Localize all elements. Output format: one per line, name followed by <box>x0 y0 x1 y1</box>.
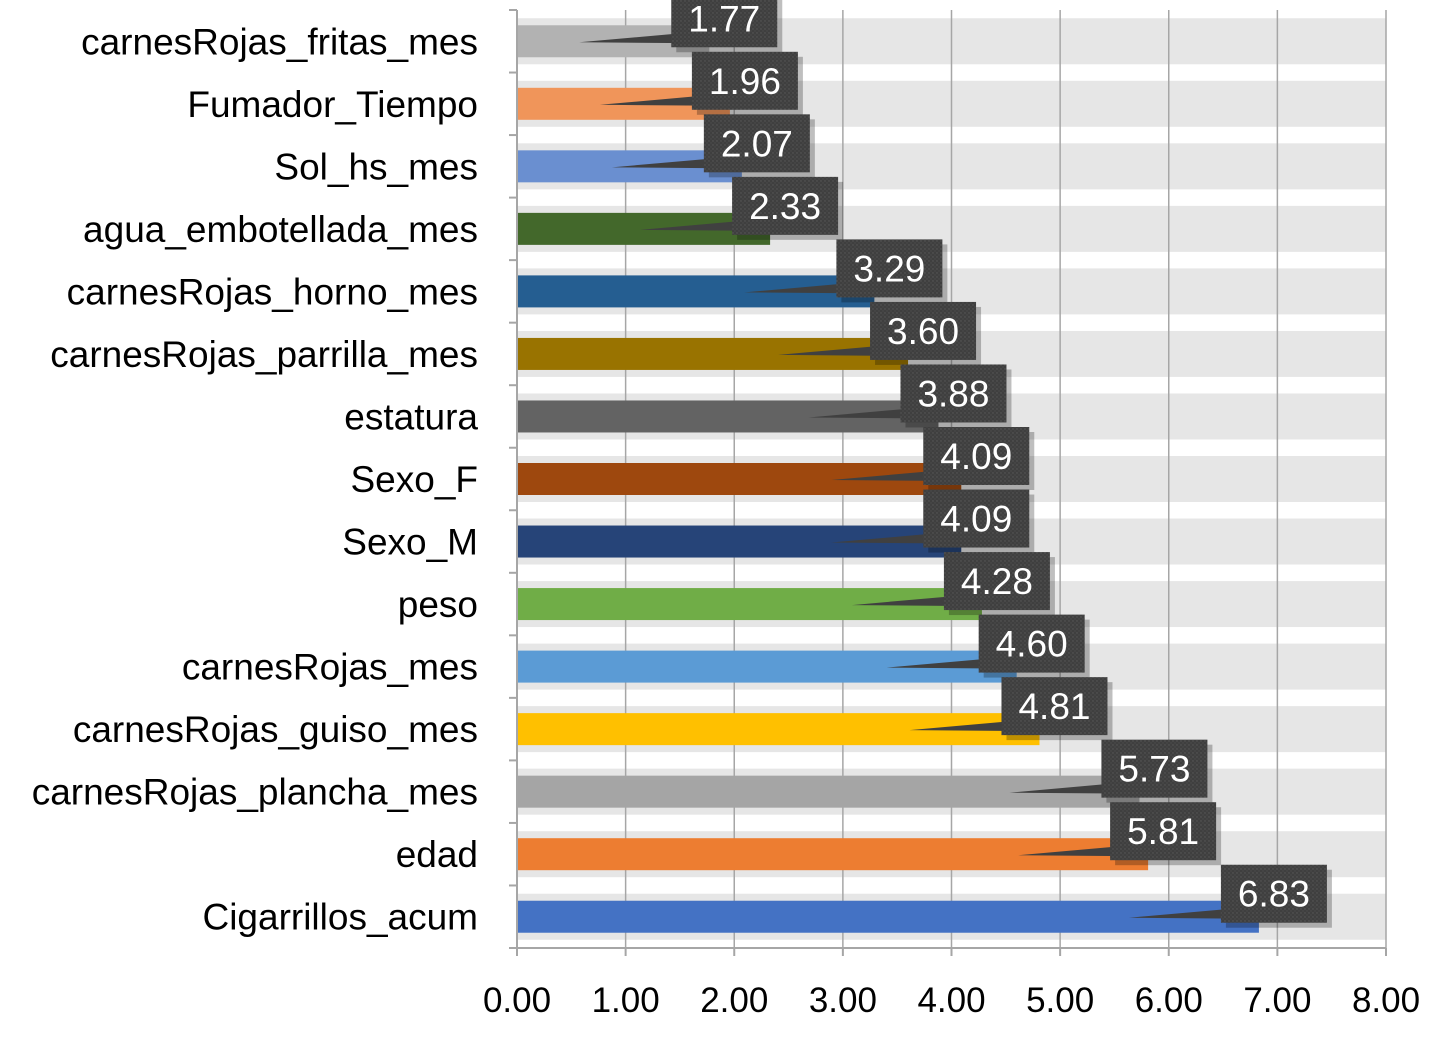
data-label: 5.81 <box>1018 802 1222 866</box>
category-label: carnesRojas_plancha_mes <box>32 772 478 813</box>
category-label: Fumador_Tiempo <box>187 84 478 125</box>
data-label-text: 2.07 <box>721 123 793 164</box>
category-label: carnesRojas_fritas_mes <box>81 21 478 62</box>
category-labels: carnesRojas_fritas_mes Fumador_Tiempo Sol_… <box>32 21 479 937</box>
data-label-pointer <box>831 533 954 544</box>
data-label-text: 3.29 <box>853 248 925 289</box>
data-label-text: 5.81 <box>1127 811 1199 852</box>
category-label: peso <box>398 584 478 625</box>
data-label-box <box>691 51 798 110</box>
category-label: Sol_hs_mes <box>274 146 478 187</box>
data-label-box <box>732 176 839 235</box>
data-label-text: 4.09 <box>940 436 1012 477</box>
x-tick-label: 4.00 <box>917 981 985 1020</box>
data-label-box <box>1001 677 1108 736</box>
data-label-text: 1.77 <box>688 0 760 39</box>
category-label: agua_embotellada_mes <box>83 209 478 250</box>
data-label: 3.88 <box>808 364 1012 428</box>
data-label-text: 3.88 <box>917 373 989 414</box>
data-label-pointer <box>579 33 702 44</box>
data-label-box <box>900 364 1007 423</box>
data-label-text: 5.73 <box>1118 749 1190 790</box>
data-label: 2.33 <box>640 176 844 240</box>
data-label-box <box>1101 739 1208 798</box>
category-label: estatura <box>344 396 478 437</box>
x-tick-label: 1.00 <box>592 981 660 1020</box>
category-label: Sexo_F <box>350 459 478 500</box>
category-label: carnesRojas_parrilla_mes <box>50 334 478 375</box>
data-label: 6.83 <box>1128 864 1332 928</box>
data-label-box <box>923 427 1030 485</box>
bar <box>518 900 1259 933</box>
x-tick-label: 5.00 <box>1026 981 1094 1020</box>
x-tick-label: 6.00 <box>1135 981 1203 1020</box>
data-label: 4.60 <box>886 614 1090 678</box>
data-label: 5.73 <box>1009 739 1213 803</box>
data-label: 1.96 <box>599 51 803 115</box>
data-label-pointer <box>1128 908 1251 919</box>
data-label-pointer <box>851 596 974 607</box>
x-tick-labels: 0.00 1.00 2.00 3.00 4.00 5.00 6.00 7.00 8.00 <box>483 981 1420 1020</box>
data-label-text: 4.28 <box>961 561 1033 602</box>
category-label: Sexo_M <box>342 522 478 563</box>
category-label: carnesRojas_mes <box>182 647 478 688</box>
data-label: 4.81 <box>909 677 1113 741</box>
category-label: carnesRojas_horno_mes <box>67 271 478 312</box>
data-label-pointer <box>640 220 763 231</box>
data-label-pointer <box>909 721 1032 732</box>
data-label-pointer <box>744 283 867 294</box>
data-label-box <box>870 301 977 360</box>
data-label-pointer <box>599 95 722 106</box>
bars <box>518 25 1259 933</box>
data-label-pointer <box>808 408 931 419</box>
x-tick-label: 3.00 <box>809 981 877 1020</box>
data-label-text: 4.09 <box>940 499 1012 540</box>
data-label-box <box>671 0 778 48</box>
data-label-box <box>923 489 1030 548</box>
data-label-pointer <box>1009 783 1132 794</box>
axes <box>509 9 1387 956</box>
category-label: Cigarrillos_acum <box>202 897 478 938</box>
x-tick-label: 0.00 <box>483 981 551 1020</box>
data-label-box <box>836 239 943 298</box>
data-label: 2.07 <box>611 114 815 178</box>
data-label-box <box>703 114 810 173</box>
x-tick-label: 7.00 <box>1243 981 1311 1020</box>
data-label: 1.77 <box>579 0 783 53</box>
data-label-text: 2.33 <box>749 186 821 227</box>
data-label: 4.28 <box>851 552 1055 616</box>
data-label-text: 1.96 <box>709 61 781 102</box>
x-tick-label: 2.00 <box>700 981 768 1020</box>
data-label: 3.29 <box>744 239 948 303</box>
data-label-pointer <box>831 471 954 481</box>
data-label-text: 3.60 <box>887 311 959 352</box>
data-label-box <box>1220 864 1327 923</box>
category-label: carnesRojas_guiso_mes <box>73 709 478 750</box>
data-label-text: 6.83 <box>1238 874 1310 915</box>
category-label: edad <box>396 834 478 875</box>
data-label-box <box>978 614 1085 673</box>
data-label: 4.09 <box>831 427 1035 490</box>
data-label-box <box>943 552 1050 611</box>
data-labels: 1.77 1.96 2.07 2.33 3.29 3.60 3.88 4.09 4.09 4.28… <box>579 0 1332 928</box>
data-label-pointer <box>611 158 734 169</box>
data-label-text: 4.60 <box>996 624 1068 665</box>
x-tick-label: 8.00 <box>1352 981 1420 1020</box>
data-label-box <box>1110 802 1217 861</box>
data-label: 3.60 <box>778 301 982 365</box>
data-label-pointer <box>1018 846 1141 857</box>
data-label-text: 4.81 <box>1018 686 1090 727</box>
data-label: 4.09 <box>831 489 1035 553</box>
data-label-pointer <box>886 658 1009 669</box>
data-label-pointer <box>778 345 901 356</box>
